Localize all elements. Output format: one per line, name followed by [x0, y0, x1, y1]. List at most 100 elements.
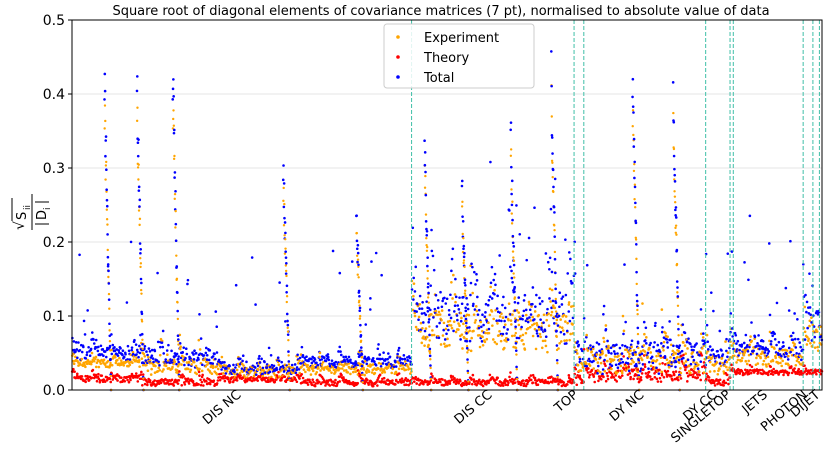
total-point — [643, 339, 647, 342]
total-point — [689, 362, 693, 366]
theory-point — [743, 372, 746, 376]
experiment-point — [664, 331, 667, 335]
theory-point — [771, 370, 774, 374]
total-point — [178, 342, 182, 345]
theory-point — [662, 375, 666, 379]
experiment-point — [511, 313, 514, 316]
theory-point — [412, 380, 416, 383]
experiment-point — [340, 363, 343, 366]
total-point — [420, 312, 424, 315]
experiment-point — [662, 348, 665, 352]
theory-point — [684, 368, 687, 372]
experiment-point — [673, 178, 676, 181]
experiment-point — [454, 300, 457, 304]
experiment-point — [635, 257, 638, 261]
theory-point — [471, 373, 475, 377]
total-point — [620, 352, 624, 355]
total-point — [323, 356, 326, 360]
theory-point — [141, 383, 144, 387]
experiment-point — [736, 358, 740, 362]
experiment-point — [533, 327, 537, 331]
total-point — [138, 198, 142, 202]
total-point — [228, 364, 231, 368]
total-point — [655, 366, 658, 370]
total-point — [445, 332, 448, 336]
theory-point — [586, 371, 590, 374]
theory-point — [663, 363, 667, 366]
theory-point — [200, 380, 204, 384]
experiment-point — [404, 368, 408, 372]
total-point — [146, 353, 149, 357]
total-point — [198, 312, 201, 316]
theory-point — [90, 376, 94, 380]
total-point — [522, 309, 526, 313]
total-point — [509, 128, 512, 132]
total-point — [758, 347, 761, 351]
experiment-point — [517, 311, 521, 314]
theory-point — [376, 378, 379, 381]
total-point — [284, 256, 288, 259]
theory-point — [140, 370, 143, 374]
total-point — [709, 291, 713, 294]
total-point — [115, 348, 118, 351]
total-point — [164, 358, 168, 361]
experiment-point — [172, 157, 176, 161]
total-point — [484, 311, 487, 314]
experiment-point — [655, 358, 659, 362]
total-point — [541, 300, 544, 303]
total-point — [805, 300, 809, 304]
experiment-point — [304, 370, 307, 374]
experiment-point — [302, 368, 306, 371]
experiment-point — [632, 169, 636, 173]
experiment-point — [442, 321, 446, 325]
experiment-point — [108, 329, 111, 332]
experiment-point — [358, 299, 361, 302]
experiment-point — [242, 364, 245, 367]
experiment-point — [774, 356, 778, 360]
experiment-point — [676, 355, 679, 359]
experiment-point — [667, 366, 671, 369]
total-point — [585, 335, 588, 339]
total-point — [735, 350, 738, 353]
total-point — [799, 345, 802, 349]
total-point — [444, 302, 448, 305]
experiment-point — [626, 350, 630, 354]
experiment-point — [334, 370, 337, 374]
experiment-point — [625, 348, 629, 351]
total-point — [194, 351, 198, 355]
total-point — [742, 341, 746, 345]
experiment-point — [353, 367, 356, 371]
experiment-point — [186, 367, 190, 371]
theory-point — [304, 379, 307, 382]
total-point — [184, 347, 188, 351]
total-point — [495, 307, 499, 310]
total-point — [464, 321, 468, 325]
experiment-point — [615, 372, 618, 375]
total-point — [755, 344, 758, 348]
total-point — [597, 364, 600, 368]
experiment-point — [283, 234, 286, 237]
total-point — [374, 363, 378, 367]
total-point — [422, 321, 425, 324]
experiment-point — [760, 352, 763, 356]
experiment-point — [750, 339, 753, 343]
theory-point — [301, 376, 305, 380]
x-process-label: JETS — [739, 388, 771, 418]
total-point — [509, 313, 512, 316]
theory-point — [666, 369, 670, 373]
total-point — [462, 295, 465, 299]
total-point — [105, 204, 109, 208]
total-point — [349, 361, 353, 364]
experiment-point — [528, 325, 532, 329]
theory-point — [306, 383, 310, 386]
total-point — [606, 339, 609, 343]
theory-point — [139, 373, 143, 376]
experiment-point — [697, 370, 701, 374]
theory-point — [235, 379, 239, 382]
total-point — [801, 262, 805, 266]
total-point — [712, 309, 715, 313]
experiment-point — [471, 291, 474, 295]
total-point — [787, 346, 791, 350]
total-point — [162, 352, 166, 355]
total-point — [621, 343, 624, 347]
